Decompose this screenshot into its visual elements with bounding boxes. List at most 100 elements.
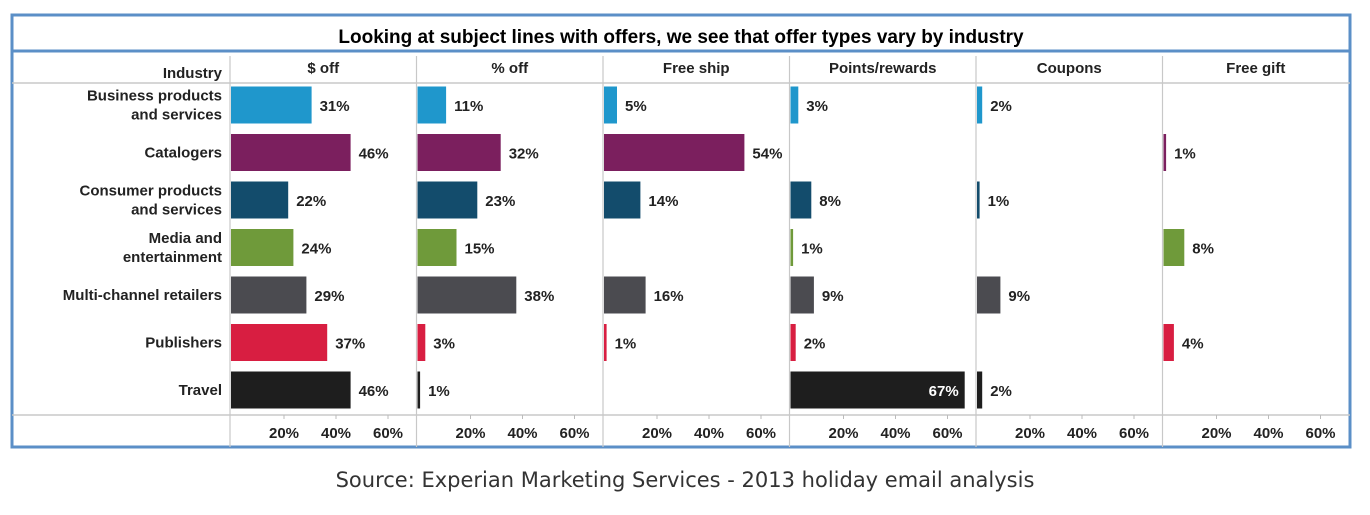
x-tick-label: 40% bbox=[1067, 425, 1097, 442]
bar bbox=[790, 229, 794, 266]
panel-header: % off bbox=[491, 60, 529, 77]
category-label: Business products and services bbox=[87, 88, 222, 124]
bar bbox=[1163, 324, 1174, 361]
panel-header: $ off bbox=[307, 60, 340, 77]
data-label: 37% bbox=[335, 336, 365, 353]
bar bbox=[977, 276, 1001, 314]
bar bbox=[231, 181, 289, 219]
data-label: 4% bbox=[1182, 336, 1204, 353]
bar bbox=[231, 324, 328, 361]
x-tick-label: 40% bbox=[507, 425, 537, 442]
data-label: 1% bbox=[801, 241, 823, 258]
x-tick-label: 40% bbox=[321, 425, 351, 442]
bar bbox=[417, 181, 478, 219]
data-label: 46% bbox=[359, 383, 389, 400]
data-label: 2% bbox=[990, 383, 1012, 400]
data-label: 22% bbox=[296, 193, 326, 210]
chart-title: Looking at subject lines with offers, we… bbox=[338, 27, 1024, 48]
data-label: 5% bbox=[625, 98, 647, 115]
x-tick-label: 60% bbox=[559, 425, 589, 442]
bar bbox=[604, 324, 607, 361]
data-label: 8% bbox=[819, 193, 841, 210]
data-label: 54% bbox=[752, 146, 782, 163]
panel-header: Free ship bbox=[663, 60, 730, 77]
bar bbox=[790, 181, 812, 219]
x-tick-label: 20% bbox=[455, 425, 485, 442]
data-label: 1% bbox=[988, 193, 1010, 210]
bar bbox=[231, 276, 307, 314]
x-tick-label: 60% bbox=[746, 425, 776, 442]
x-tick-label: 40% bbox=[1253, 425, 1283, 442]
data-label: 16% bbox=[654, 288, 684, 305]
x-tick-label: 60% bbox=[373, 425, 403, 442]
x-tick-label: 40% bbox=[694, 425, 724, 442]
chart-source: Source: Experian Marketing Services - 20… bbox=[335, 468, 1035, 492]
bar bbox=[790, 276, 814, 314]
data-label: 9% bbox=[1008, 288, 1030, 305]
bar bbox=[790, 86, 799, 124]
data-label: 14% bbox=[648, 193, 678, 210]
bar bbox=[977, 371, 983, 409]
bar bbox=[231, 229, 294, 266]
x-tick-label: 20% bbox=[642, 425, 672, 442]
data-label: 24% bbox=[301, 241, 331, 258]
bar bbox=[604, 86, 617, 124]
panel-header: Free gift bbox=[1226, 60, 1285, 77]
data-label: 15% bbox=[465, 241, 495, 258]
x-tick-label: 60% bbox=[1305, 425, 1335, 442]
bar bbox=[417, 229, 457, 266]
category-label: Media and entertainment bbox=[123, 230, 222, 266]
data-label: 67% bbox=[929, 383, 959, 400]
bar bbox=[604, 276, 646, 314]
bar bbox=[231, 134, 351, 171]
data-label: 8% bbox=[1192, 241, 1214, 258]
chart-border bbox=[10, 13, 1352, 449]
bar bbox=[231, 371, 351, 409]
bar bbox=[417, 371, 421, 409]
bar bbox=[417, 86, 447, 124]
bar bbox=[231, 86, 312, 124]
data-label: 29% bbox=[314, 288, 344, 305]
category-label: Consumer products and services bbox=[79, 183, 222, 219]
data-label: 38% bbox=[524, 288, 554, 305]
bar bbox=[417, 276, 517, 314]
data-label: 23% bbox=[485, 193, 515, 210]
bar bbox=[417, 324, 426, 361]
data-label: 3% bbox=[806, 98, 828, 115]
bar bbox=[977, 181, 980, 219]
data-label: 9% bbox=[822, 288, 844, 305]
x-tick-label: 20% bbox=[269, 425, 299, 442]
category-label: Multi-channel retailers bbox=[63, 287, 222, 304]
bar bbox=[1163, 229, 1185, 266]
data-label: 2% bbox=[990, 98, 1012, 115]
x-tick-label: 60% bbox=[1119, 425, 1149, 442]
bar bbox=[604, 181, 641, 219]
data-label: 31% bbox=[320, 98, 350, 115]
category-label: Catalogers bbox=[144, 145, 222, 162]
x-tick-label: 20% bbox=[1015, 425, 1045, 442]
bar bbox=[1163, 134, 1167, 171]
bar bbox=[417, 134, 501, 171]
data-label: 2% bbox=[804, 336, 826, 353]
row-header: Industry bbox=[163, 65, 223, 82]
bar bbox=[790, 324, 796, 361]
bar bbox=[977, 86, 983, 124]
x-tick-label: 20% bbox=[828, 425, 858, 442]
data-label: 3% bbox=[433, 336, 455, 353]
bar bbox=[604, 134, 745, 171]
data-label: 11% bbox=[454, 98, 483, 115]
data-label: 46% bbox=[359, 146, 389, 163]
bar bbox=[790, 371, 965, 409]
category-label: Travel bbox=[179, 382, 222, 399]
chart: Looking at subject lines with offers, we… bbox=[10, 13, 1352, 449]
data-label: 1% bbox=[1174, 146, 1196, 163]
x-tick-label: 40% bbox=[880, 425, 910, 442]
panel-header: Points/rewards bbox=[829, 60, 937, 77]
data-label: 1% bbox=[428, 383, 450, 400]
category-label: Publishers bbox=[145, 335, 222, 352]
data-label: 32% bbox=[509, 146, 539, 163]
data-label: 1% bbox=[615, 336, 637, 353]
x-tick-label: 20% bbox=[1201, 425, 1231, 442]
x-tick-label: 60% bbox=[932, 425, 962, 442]
panel-header: Coupons bbox=[1037, 60, 1102, 77]
